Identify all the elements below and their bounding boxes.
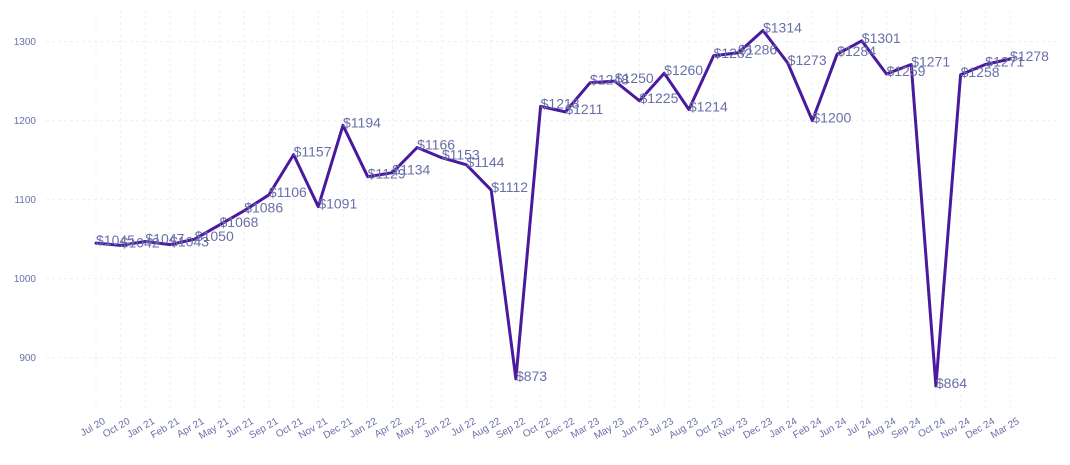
data-label: $1248 (590, 72, 629, 88)
data-label: $1134 (392, 162, 430, 178)
data-label: $1225 (639, 90, 678, 106)
price-series-line (94, 29, 1012, 388)
data-label: $1273 (788, 52, 827, 68)
data-label: $1086 (244, 200, 283, 216)
data-label: $1153 (442, 147, 480, 163)
data-label: $1194 (343, 114, 381, 130)
x-tick-label: Dec 23 (742, 416, 775, 442)
data-label: $1050 (195, 228, 234, 244)
data-label: $1259 (886, 63, 925, 79)
data-label: $1112 (491, 179, 528, 195)
data-label: $1166 (417, 136, 455, 152)
data-label: $1284 (837, 43, 876, 59)
data-label: $1282 (714, 45, 753, 61)
data-label: $1301 (862, 30, 901, 46)
data-label: $1250 (615, 70, 654, 86)
data-label: $873 (516, 368, 547, 384)
data-label: $1047 (145, 230, 184, 246)
data-label: $1144 (467, 154, 505, 170)
data-label: $1260 (664, 62, 703, 78)
x-tick-label: Feb 24 (791, 416, 824, 441)
data-labels: $1045$1042$1047$1043$1050$1068$1086$1106… (96, 20, 1049, 392)
y-tick-label: 1300 (14, 37, 37, 48)
data-label: $1218 (541, 95, 580, 111)
x-tick-label: Dec 21 (322, 416, 355, 442)
x-tick-label: Jan 22 (348, 416, 380, 441)
data-label: $1214 (689, 99, 728, 115)
y-tick-label: 900 (19, 353, 36, 364)
data-label: $1200 (812, 110, 851, 126)
x-tick-label: Sep 22 (494, 416, 527, 442)
y-tick-label: 1200 (14, 116, 37, 127)
data-label: $1091 (318, 196, 357, 212)
x-tick-label: Jun 23 (619, 416, 651, 441)
data-label: $1278 (1010, 48, 1049, 64)
x-tick-label: Aug 23 (667, 416, 700, 442)
data-label: $1045 (96, 232, 135, 248)
x-tick-label: Jun 22 (422, 416, 454, 441)
x-tick-label: Jun 24 (817, 416, 849, 441)
data-label: $1157 (294, 144, 332, 160)
data-label: $1042 (121, 234, 160, 250)
grid-lines (46, 10, 1056, 410)
y-axis: 900 1000 1100 1200 1300 (14, 37, 37, 364)
data-label: $1211 (565, 101, 603, 117)
x-tick-label: Sep 24 (890, 416, 923, 442)
data-label: $1271 (985, 54, 1024, 70)
y-tick-label: 1100 (14, 195, 36, 206)
x-tick-label: Sep 21 (247, 416, 280, 442)
y-tick-label: 1000 (14, 274, 37, 285)
data-label: $1314 (763, 20, 802, 36)
data-label: $1258 (961, 64, 1000, 80)
x-tick-label: Feb 21 (149, 416, 182, 441)
data-label: $1129 (368, 166, 406, 182)
x-tick-label: Mar 25 (989, 416, 1022, 441)
data-label: $1286 (738, 42, 777, 58)
data-label: $1271 (911, 54, 950, 70)
data-label: $1068 (220, 214, 259, 230)
data-label: $1043 (170, 234, 209, 250)
data-label: $864 (936, 375, 967, 391)
data-label: $1106 (269, 184, 307, 200)
